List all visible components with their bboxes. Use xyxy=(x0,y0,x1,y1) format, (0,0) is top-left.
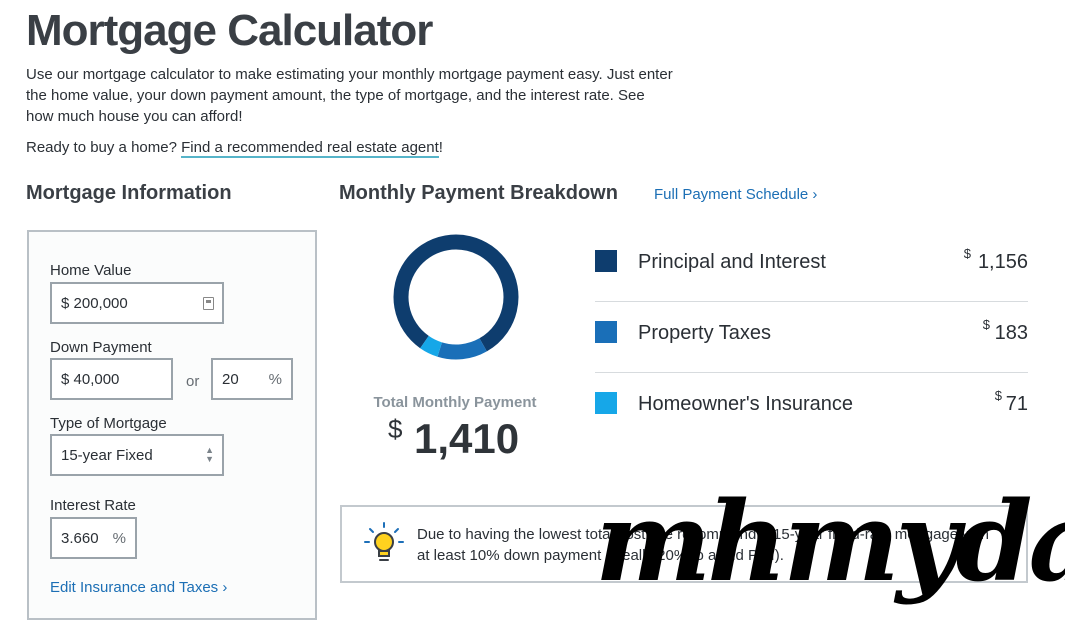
interest-rate-label: Interest Rate xyxy=(50,497,136,514)
interest-rate-input[interactable]: 3.660 % xyxy=(50,517,137,559)
edit-insurance-taxes-link[interactable]: Edit Insurance and Taxes › xyxy=(50,579,228,596)
tip-text: Due to having the lowest total cost, we … xyxy=(417,526,989,564)
legend-swatch xyxy=(595,392,617,414)
breakdown-title: Monthly Payment Breakdown xyxy=(339,182,618,204)
donut-svg xyxy=(393,234,519,360)
legend-currency: $ xyxy=(982,317,990,332)
payment-donut-chart xyxy=(389,230,523,364)
total-monthly-payment-label: Total Monthly Payment xyxy=(373,394,537,411)
interest-rate-value: 3.660 xyxy=(61,529,99,547)
legend-value: 1,156 xyxy=(977,251,1028,273)
legend-row-taxes: Property Taxes $ 183 xyxy=(595,301,1028,373)
home-value-input[interactable]: $ 200,000 xyxy=(50,282,224,324)
total-monthly-payment-value: 1,410 xyxy=(414,415,520,462)
legend-label: Homeowner's Insurance xyxy=(638,393,854,415)
lightbulb-icon xyxy=(364,522,404,561)
legend-label: Property Taxes xyxy=(638,322,772,344)
legend-row-insurance: Homeowner's Insurance $ 71 xyxy=(595,372,1028,444)
percent-suffix: % xyxy=(268,370,282,388)
donut-slice-2 xyxy=(393,234,519,360)
down-payment-amount-input[interactable]: $ 40,000 xyxy=(50,358,173,400)
legend-row-principal: Principal and Interest $ 1,156 xyxy=(595,230,1028,302)
ready-suffix: ! xyxy=(438,139,443,156)
legend-swatch xyxy=(595,321,617,343)
calculator-icon[interactable] xyxy=(203,297,214,310)
down-payment-percent-text: 20 xyxy=(222,370,239,388)
legend-label: Principal and Interest xyxy=(638,251,826,273)
mortgage-type-value: 15-year Fixed xyxy=(61,446,153,464)
donut-slice-0 xyxy=(393,234,519,360)
or-text: or xyxy=(186,373,200,390)
mortgage-type-label: Type of Mortgage xyxy=(50,415,167,432)
find-agent-link[interactable]: Find a recommended real estate agent xyxy=(181,139,439,158)
select-arrows-icon: ▲ ▼ xyxy=(205,445,214,464)
watermark-text: mhmyda5 xyxy=(595,477,1065,606)
total-currency-symbol: $ xyxy=(388,414,403,444)
down-payment-amount-text: $ 40,000 xyxy=(61,370,120,388)
page-title: Mortgage Calculator xyxy=(26,6,433,55)
recommendation-tip: Due to having the lowest total cost, we … xyxy=(340,505,1028,583)
mortgage-info-panel: Home Value $ 200,000 Down Payment $ 40,0… xyxy=(27,230,317,620)
mortgage-type-select[interactable]: 15-year Fixed ▲ ▼ xyxy=(50,434,224,476)
full-payment-schedule-link[interactable]: Full Payment Schedule › xyxy=(654,186,818,203)
ready-line: Ready to buy a home? Find a recommended … xyxy=(26,139,443,158)
down-payment-label: Down Payment xyxy=(50,339,152,356)
legend-currency: $ xyxy=(963,246,971,261)
ready-prefix: Ready to buy a home? xyxy=(26,139,177,156)
mortgage-info-title: Mortgage Information xyxy=(26,182,232,204)
legend-currency: $ xyxy=(994,388,1002,403)
watermark-signature: mhmyda5 xyxy=(595,477,1065,606)
donut-slice-1 xyxy=(393,234,519,360)
legend-value: 71 xyxy=(1005,393,1028,415)
down-payment-percent-input[interactable]: 20 % xyxy=(211,358,293,400)
home-value-text: $ 200,000 xyxy=(61,294,128,312)
home-value-label: Home Value xyxy=(50,262,132,279)
legend-value: 183 xyxy=(994,322,1028,344)
legend-swatch xyxy=(595,250,617,272)
intro-text: Use our mortgage calculator to make esti… xyxy=(26,66,673,125)
rate-percent-suffix: % xyxy=(112,529,126,547)
